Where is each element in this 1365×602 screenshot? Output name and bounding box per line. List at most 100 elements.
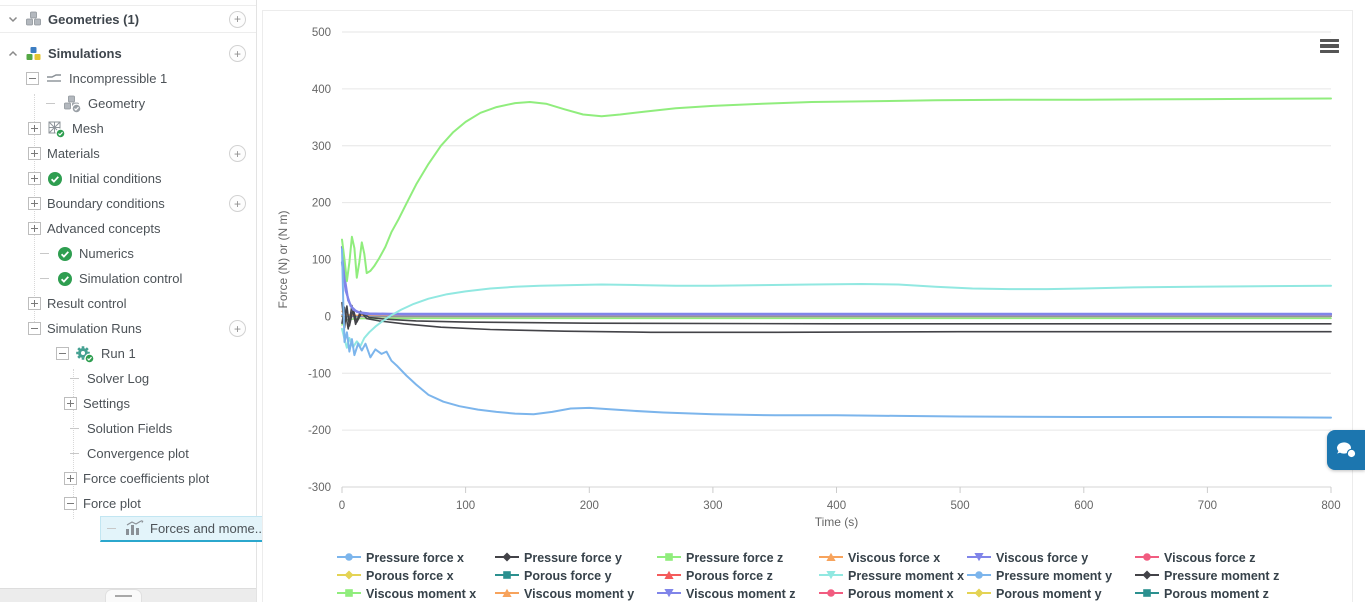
add-simulations-button[interactable]: + xyxy=(229,45,246,62)
legend-item-porous-moment-z[interactable]: Porous moment z xyxy=(1135,586,1269,602)
svg-text:-100: -100 xyxy=(308,368,331,380)
legend-marker-triangle-down-icon xyxy=(819,567,843,585)
gear-check-icon xyxy=(75,345,95,363)
expand-icon[interactable] xyxy=(28,122,41,135)
tree-item-simulations[interactable]: Simulations + xyxy=(0,41,256,66)
tree-item-solution-fields[interactable]: Solution Fields xyxy=(0,416,256,441)
tree-item-run-1[interactable]: Run 1 xyxy=(0,341,256,366)
simulation-tree: Geometries (1) + Simulations + Incompressibl… xyxy=(0,0,267,542)
collapse-icon[interactable] xyxy=(28,322,41,335)
tree-item-force-plot[interactable]: Force plot xyxy=(0,491,256,516)
legend-item-viscous-moment-y[interactable]: Viscous moment y xyxy=(495,586,634,602)
legend-item-pressure-force-y[interactable]: Pressure force y xyxy=(495,550,622,566)
legend-item-viscous-force-z[interactable]: Viscous force z xyxy=(1135,550,1255,566)
dash-icon xyxy=(68,422,81,435)
legend-item-pressure-moment-y[interactable]: Pressure moment y xyxy=(967,568,1112,584)
tree-item-label: Simulations xyxy=(48,46,122,61)
expand-icon[interactable] xyxy=(28,222,41,235)
tree-item-label: Forces and mome... xyxy=(150,520,266,536)
legend-item-pressure-moment-x[interactable]: Pressure moment x xyxy=(819,568,964,584)
tree-item-incompressible-1[interactable]: Incompressible 1 xyxy=(0,66,256,91)
tree-item-geometries-1[interactable]: Geometries (1) + xyxy=(0,5,256,33)
legend-marker-diamond-icon xyxy=(495,549,519,567)
tree-item-label: Numerics xyxy=(79,246,134,261)
tree-item-label: Initial conditions xyxy=(69,171,162,186)
legend-label: Viscous moment y xyxy=(524,587,635,601)
legend-item-porous-force-z[interactable]: Porous force z xyxy=(657,568,773,584)
tree-item-label: Simulation Runs xyxy=(47,321,142,336)
svg-text:0: 0 xyxy=(325,311,331,323)
collapse-icon[interactable] xyxy=(64,497,77,510)
tree-item-simulation-runs[interactable]: Simulation Runs + xyxy=(0,316,256,341)
sidebar-collapse-handle[interactable] xyxy=(105,589,142,602)
add-simulation-runs-button[interactable]: + xyxy=(229,320,246,337)
expand-icon[interactable] xyxy=(28,297,41,310)
tree-item-numerics[interactable]: Numerics xyxy=(0,241,256,266)
legend-marker-circle-icon xyxy=(967,567,991,585)
collapse-icon[interactable] xyxy=(26,72,39,85)
cubes-check-icon xyxy=(63,95,82,113)
expand-icon[interactable] xyxy=(28,147,41,160)
chat-button[interactable] xyxy=(1327,430,1365,470)
tree-item-label: Settings xyxy=(83,396,130,411)
legend-label: Pressure force y xyxy=(524,551,622,565)
tree-guide-line xyxy=(34,94,35,332)
add-materials-button[interactable]: + xyxy=(229,145,246,162)
tree-item-materials[interactable]: Materials + xyxy=(0,141,256,166)
tree-item-convergence-plot[interactable]: Convergence plot xyxy=(0,441,256,466)
legend-label: Porous force x xyxy=(366,569,454,583)
legend-item-pressure-moment-z[interactable]: Pressure moment z xyxy=(1135,568,1279,584)
chart-legend: Pressure force x Pressure force y Pressure… xyxy=(263,547,1352,602)
tree-item-boundary-conditions[interactable]: Boundary conditions + xyxy=(0,191,256,216)
legend-item-porous-force-x[interactable]: Porous force x xyxy=(337,568,454,584)
legend-marker-diamond-icon xyxy=(1135,567,1159,585)
collapse-dash-icon xyxy=(115,595,132,597)
legend-item-viscous-force-y[interactable]: Viscous force y xyxy=(967,550,1088,566)
expand-icon[interactable] xyxy=(64,397,77,410)
chevron-up-icon[interactable] xyxy=(6,47,19,60)
tree-item-label: Boundary conditions xyxy=(47,196,165,211)
chart-card: 500 400 300 200 100 0 -100 -200 -300 0 100 200 300 40… xyxy=(262,10,1353,602)
legend-item-porous-force-y[interactable]: Porous force y xyxy=(495,568,612,584)
tree-item-forces-and-mome[interactable]: Forces and mome... xyxy=(0,515,267,542)
svg-text:100: 100 xyxy=(312,255,331,267)
tree-item-mesh[interactable]: Mesh xyxy=(0,116,256,141)
add-boundary-conditions-button[interactable]: + xyxy=(229,195,246,212)
legend-item-porous-moment-x[interactable]: Porous moment x xyxy=(819,586,954,602)
legend-label: Porous force y xyxy=(524,569,612,583)
tree-item-solver-log[interactable]: Solver Log xyxy=(0,366,256,391)
expand-icon[interactable] xyxy=(64,472,77,485)
legend-label: Pressure force x xyxy=(366,551,464,565)
tree-item-settings[interactable]: Settings xyxy=(0,391,256,416)
legend-item-pressure-force-x[interactable]: Pressure force x xyxy=(337,550,464,566)
tree-item-advanced-concepts[interactable]: Advanced concepts xyxy=(0,216,256,241)
chevron-down-icon[interactable] xyxy=(6,13,19,26)
dash-icon xyxy=(44,97,57,110)
legend-item-pressure-force-z[interactable]: Pressure force z xyxy=(657,550,783,566)
simulations-icon xyxy=(25,46,42,62)
selected-tree-item-box: Forces and mome... xyxy=(100,515,267,542)
expand-icon[interactable] xyxy=(28,172,41,185)
legend-label: Viscous force x xyxy=(848,551,941,565)
collapse-icon[interactable] xyxy=(56,347,69,360)
svg-text:100: 100 xyxy=(456,500,475,512)
tree-item-result-control[interactable]: Result control xyxy=(0,291,256,316)
dash-icon xyxy=(38,247,51,260)
legend-marker-circle-icon xyxy=(337,549,361,567)
expand-icon[interactable] xyxy=(28,197,41,210)
tree-item-force-coefficients-plot[interactable]: Force coefficients plot xyxy=(0,466,256,491)
legend-item-porous-moment-y[interactable]: Porous moment y xyxy=(967,586,1102,602)
add-geometries-1-button[interactable]: + xyxy=(229,10,246,28)
legend-item-viscous-moment-x[interactable]: Viscous moment x xyxy=(337,586,476,602)
legend-item-viscous-moment-z[interactable]: Viscous moment z xyxy=(657,586,796,602)
tree-item-simulation-control[interactable]: Simulation control xyxy=(0,266,256,291)
tree-item-label: Mesh xyxy=(72,121,104,136)
tree-item-geometry[interactable]: Geometry xyxy=(0,91,256,116)
chart-context-menu-button[interactable] xyxy=(1316,35,1342,57)
legend-item-viscous-force-x[interactable]: Viscous force x xyxy=(819,550,940,566)
tree-item-label: Run 1 xyxy=(101,346,136,361)
svg-text:Time (s): Time (s) xyxy=(815,515,859,529)
legend-label: Viscous moment x xyxy=(366,587,477,601)
tree-item-initial-conditions[interactable]: Initial conditions xyxy=(0,166,256,191)
